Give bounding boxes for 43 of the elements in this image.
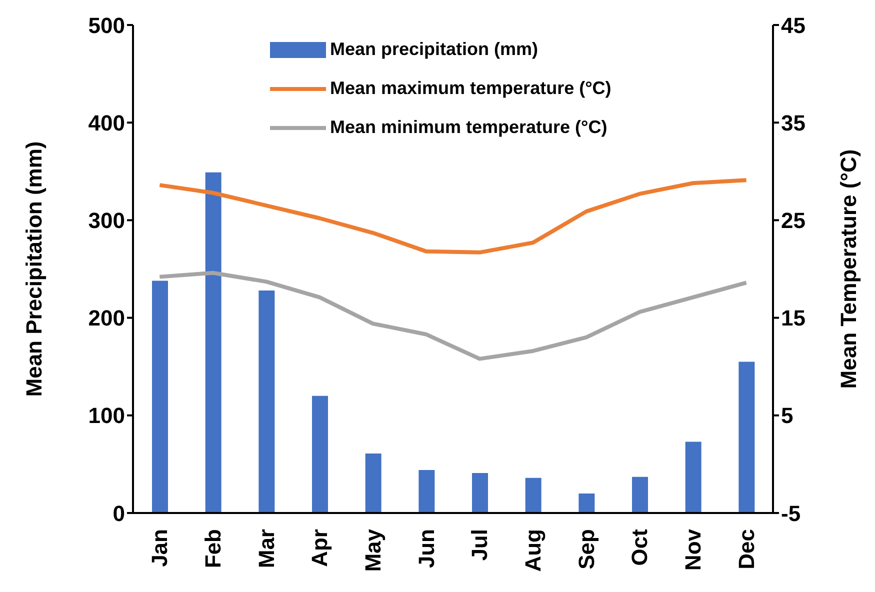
bar — [685, 442, 702, 513]
y2-tick-label: 35 — [781, 110, 806, 136]
legend-label: Mean minimum temperature (°C) — [330, 117, 608, 138]
y-axis-title: Mean Precipitation (mm) — [21, 141, 46, 397]
bar — [205, 172, 222, 513]
y-tick-label: 0 — [112, 500, 125, 526]
bar — [525, 478, 542, 513]
x-tick-label: Jan — [147, 529, 172, 567]
bar — [578, 493, 595, 513]
x-tick-label: Dec — [734, 529, 759, 570]
y-tick-label: 200 — [88, 306, 125, 331]
bar — [418, 470, 435, 513]
bar — [258, 290, 275, 513]
x-tick-label: Mar — [254, 528, 279, 568]
y-tick-label: 300 — [88, 208, 125, 234]
x-tick-label: Jul — [467, 529, 492, 561]
x-tick-label: Aug — [520, 529, 546, 572]
y2-axis-title: Mean Temperature (°C) — [836, 149, 861, 389]
x-tick-label: Oct — [627, 528, 652, 566]
bar — [365, 453, 382, 513]
x-tick-label: Nov — [680, 528, 706, 571]
bar — [738, 362, 755, 513]
y-tick-label: 400 — [88, 110, 125, 136]
legend-label: Mean precipitation (mm) — [330, 39, 538, 60]
y2-tick-label: 5 — [781, 403, 794, 428]
x-tick-label: May — [360, 528, 386, 572]
bar — [632, 476, 648, 513]
x-tick-label: Sep — [574, 529, 599, 570]
y-tick-label: 100 — [88, 403, 125, 428]
x-tick-label: Apr — [307, 528, 332, 567]
y-tick-label: 500 — [88, 12, 125, 38]
y2-tick-label: 25 — [781, 208, 806, 234]
y2-tick-label: 45 — [781, 12, 806, 38]
legend-label: Mean maximum temperature (°C) — [330, 78, 612, 99]
line-series — [158, 270, 748, 361]
x-tick-label: Feb — [200, 529, 226, 568]
bar — [312, 396, 328, 513]
bar — [152, 280, 168, 513]
y2-tick-label: 15 — [781, 306, 806, 331]
y2-tick-label: -5 — [781, 500, 801, 526]
bar — [472, 472, 488, 513]
x-tick-label: Jun — [414, 529, 439, 568]
line-series — [158, 178, 748, 254]
